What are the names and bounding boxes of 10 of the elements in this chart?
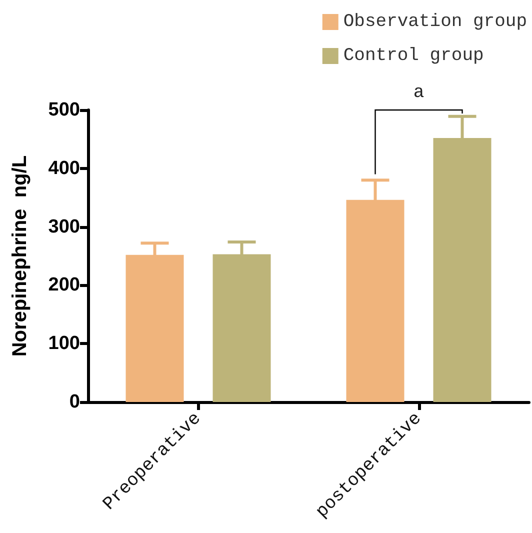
y-axis-title: Norepinephrine ng/L [9,155,31,357]
y-tick-label: 300 [48,216,80,238]
legend-label: Observation group [343,12,528,32]
y-tick-label: 500 [48,100,80,120]
y-tick-label: 400 [48,158,80,179]
y-tick-label: 100 [48,333,80,354]
legend-label: Control group [343,46,484,66]
text: a [413,83,424,103]
y-tick-label: 0 [69,392,80,412]
y-tick-label: 200 [48,274,80,296]
